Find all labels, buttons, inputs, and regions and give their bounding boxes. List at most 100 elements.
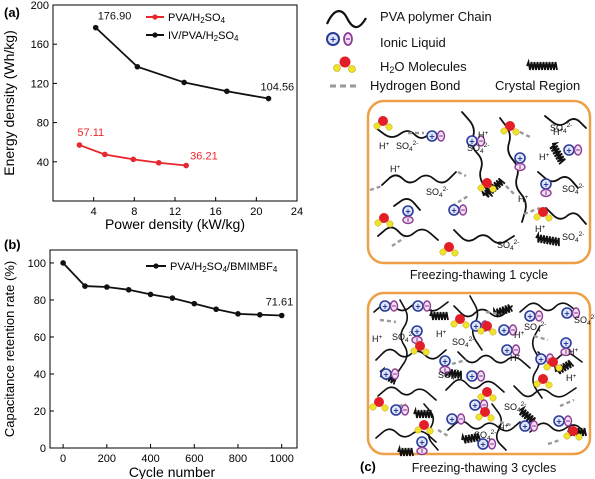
legend-water-label: H2O Molecules bbox=[380, 59, 467, 75]
y-tick-label: 60 bbox=[34, 332, 46, 344]
svg-text:+: + bbox=[449, 415, 454, 425]
data-label: 71.61 bbox=[266, 296, 294, 308]
data-point bbox=[183, 162, 189, 169]
water-molecule bbox=[374, 213, 394, 228]
proton-label: H+ bbox=[478, 130, 489, 140]
crystal-region bbox=[526, 58, 558, 71]
hydrogen-bond bbox=[369, 184, 383, 192]
hydrogen-bond bbox=[391, 237, 405, 247]
data-point bbox=[257, 311, 263, 318]
proton-label: H+ bbox=[436, 329, 447, 339]
ionic-liquid: + bbox=[390, 404, 410, 416]
hydrogen-bond bbox=[547, 438, 561, 446]
ionic-liquid: + bbox=[411, 325, 423, 345]
data-point bbox=[155, 159, 162, 166]
y-tick-label: 120 bbox=[31, 78, 49, 90]
x-tick-label: 1000 bbox=[269, 453, 293, 465]
hydrogen-bond bbox=[457, 170, 467, 178]
data-point bbox=[76, 142, 83, 148]
crystal-region bbox=[429, 308, 449, 321]
ionic-liquid: + bbox=[379, 300, 399, 312]
water-molecule bbox=[477, 321, 497, 336]
box1-frame bbox=[366, 99, 592, 265]
water-molecule bbox=[373, 116, 393, 131]
x-tick-label: 0 bbox=[60, 453, 66, 465]
polymer-chain bbox=[423, 403, 439, 451]
freeze-thaw-3-diagram: ++++ ++ +++++++++++ ++ +H+ SO42-SO42-SO42-H+S… bbox=[360, 291, 595, 475]
series-line bbox=[79, 144, 187, 167]
ionic-liquid: + bbox=[439, 355, 451, 375]
data-point bbox=[134, 63, 141, 70]
proton-label: H+ bbox=[535, 224, 546, 234]
water-molecule bbox=[533, 374, 553, 389]
polymer-chain bbox=[544, 115, 587, 129]
svg-text:+: + bbox=[501, 326, 506, 336]
proton-label: H+ bbox=[498, 423, 509, 433]
svg-text:+: + bbox=[330, 35, 336, 46]
svg-text:+: + bbox=[517, 154, 522, 164]
crystal-region bbox=[493, 304, 514, 318]
x-tick-label: 24 bbox=[291, 206, 303, 218]
ionic-liquid: + bbox=[448, 204, 468, 216]
ionic-liquid: + bbox=[466, 370, 486, 382]
legend-hbond-label: Hydrogen Bond bbox=[370, 78, 460, 93]
water-molecule bbox=[410, 341, 430, 356]
svg-text:+: + bbox=[419, 438, 424, 448]
data-point bbox=[278, 312, 285, 319]
ionic-liquid: + bbox=[412, 300, 432, 312]
data-label: 36.21 bbox=[190, 151, 218, 163]
svg-text:+: + bbox=[566, 146, 571, 156]
svg-text:+: + bbox=[442, 357, 447, 367]
legend-ionic-label: Ionic Liquid bbox=[380, 35, 446, 50]
freeze-thaw-1-diagram: + +++ +++H+ SO42-H+SO42-H+SO42-H+H+H+SO42-H… bbox=[366, 99, 592, 282]
ionic-liquid: + bbox=[426, 130, 446, 142]
polymer-chain bbox=[545, 207, 587, 225]
polymer-chain bbox=[397, 299, 409, 373]
svg-text:+: + bbox=[383, 370, 388, 380]
ionic-liquid: + bbox=[466, 135, 486, 147]
svg-text:+: + bbox=[538, 355, 543, 365]
svg-text:+: + bbox=[563, 339, 568, 349]
chart-b-legend-label: PVA/H2SO4/BMIMBF4 bbox=[170, 261, 278, 274]
svg-text:+: + bbox=[429, 132, 434, 142]
data-point bbox=[235, 311, 241, 317]
data-label: 57.11 bbox=[77, 127, 104, 139]
data-point bbox=[130, 156, 137, 163]
data-label: 104.56 bbox=[261, 82, 295, 94]
crystal-region bbox=[461, 432, 482, 444]
water-molecule bbox=[450, 314, 470, 329]
ionic-liquid: + bbox=[524, 310, 544, 322]
svg-text:+: + bbox=[527, 312, 532, 322]
x-tick-label: 400 bbox=[141, 453, 159, 465]
chart-a-legend: PVA/H2SO4 IV/PVA/H2SO4 bbox=[146, 12, 239, 43]
chart-a-panel-label: (a) bbox=[4, 5, 20, 20]
chart-b-legend: PVA/H2SO4/BMIMBF4 bbox=[146, 261, 278, 274]
water-molecule bbox=[414, 420, 434, 435]
water-molecule bbox=[543, 357, 563, 372]
hydrogen-bond bbox=[451, 358, 467, 366]
hydrogen-bond bbox=[559, 398, 575, 408]
x-tick-label: 20 bbox=[250, 206, 262, 218]
hydrogen-bond bbox=[485, 310, 501, 316]
svg-text:+: + bbox=[522, 422, 527, 432]
chart-a-x-label: Power density (kW/kg) bbox=[105, 216, 245, 232]
ionic-liquid: + bbox=[477, 438, 497, 450]
ionic-liquid: + bbox=[561, 307, 581, 319]
hydrogen-bond bbox=[533, 334, 549, 342]
ionic-liquid: + bbox=[402, 205, 414, 225]
x-tick-label: 16 bbox=[210, 206, 222, 218]
y-tick-label: 100 bbox=[28, 258, 46, 270]
water-molecule bbox=[439, 242, 459, 257]
water-molecule bbox=[563, 426, 583, 441]
chart-b-frame bbox=[49, 249, 298, 449]
ionic-liquid: + bbox=[416, 436, 428, 456]
svg-text:+: + bbox=[480, 440, 485, 450]
polymer-chain bbox=[513, 385, 577, 398]
proton-label: H+ bbox=[390, 164, 401, 174]
polymer-chain bbox=[447, 420, 521, 432]
svg-text:+: + bbox=[472, 401, 477, 411]
polymer-chain bbox=[375, 348, 447, 361]
ionic-liquid: + bbox=[560, 337, 572, 357]
ionic-liquid-legend-icon: + bbox=[326, 32, 353, 46]
